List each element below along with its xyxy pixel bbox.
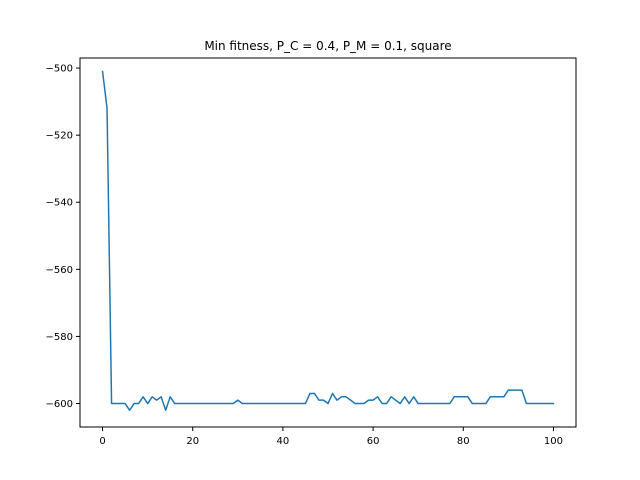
x-tick-label: 0 — [99, 436, 105, 447]
chart-title: Min fitness, P_C = 0.4, P_M = 0.1, squar… — [204, 39, 451, 53]
x-tick-label: 60 — [367, 436, 380, 447]
plot-frame — [79, 57, 577, 428]
y-tick-label: −560 — [46, 265, 73, 276]
y-tick-label: −600 — [46, 399, 73, 410]
y-tick-label: −520 — [46, 131, 73, 142]
x-tick-label: 40 — [277, 436, 290, 447]
x-tick-label: 20 — [186, 436, 199, 447]
series-line — [101, 70, 555, 411]
x-tick-label: 100 — [544, 436, 563, 447]
y-tick-label: −580 — [46, 332, 73, 343]
y-tick-label: −500 — [46, 64, 73, 75]
y-tick-label: −540 — [46, 198, 73, 209]
x-tick-label: 80 — [457, 436, 470, 447]
